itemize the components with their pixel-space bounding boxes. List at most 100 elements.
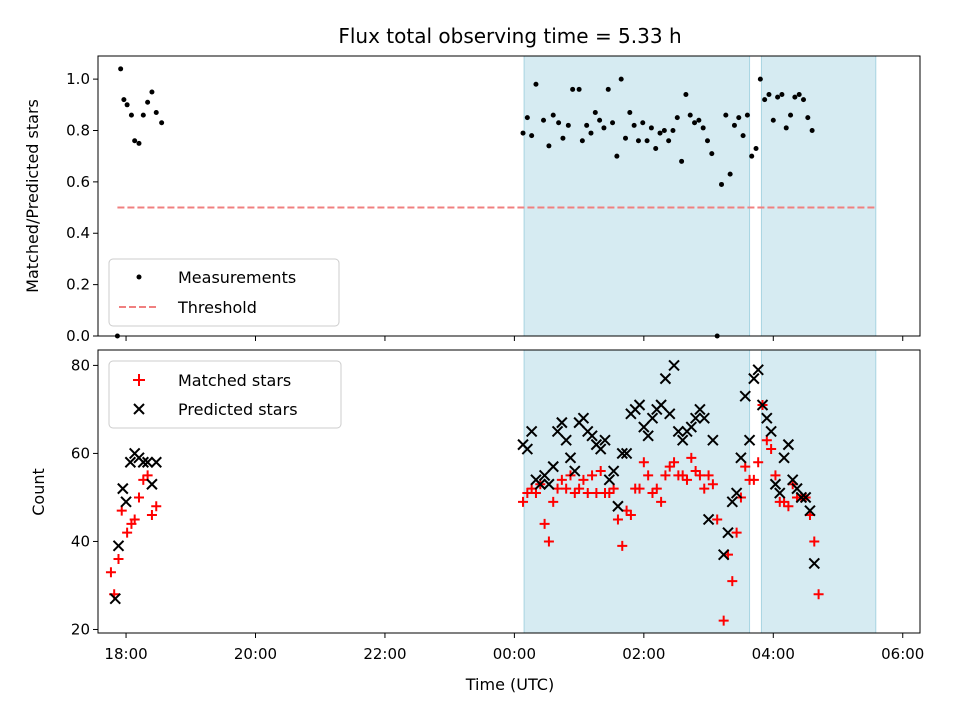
counts-y-axis-label: Count [29, 468, 48, 516]
predicted-point [586, 430, 598, 442]
measurement-point [770, 117, 776, 123]
predicted-point [534, 478, 546, 490]
measurement-point [579, 138, 585, 144]
measurement-point [159, 120, 165, 126]
matched-point [591, 488, 602, 499]
measurement-point [809, 127, 815, 133]
measurement-point [618, 76, 624, 82]
observing-window-0 [523, 349, 751, 634]
y-tick-label: 40 [71, 532, 90, 550]
measurement-point [533, 81, 539, 87]
measurement-point [550, 112, 556, 118]
y-tick-label: 0.2 [66, 276, 90, 294]
predicted-point [594, 443, 607, 455]
predicted-point [769, 478, 782, 490]
predicted-point [141, 456, 154, 468]
matched-point [753, 457, 764, 468]
legend-predicted-marker [133, 403, 145, 415]
matched-point [574, 483, 585, 494]
matched-point [151, 501, 162, 512]
matched-point [612, 514, 623, 525]
predicted-point [698, 412, 710, 424]
measurement-point [692, 120, 698, 126]
predicted-point [633, 399, 646, 411]
matched-point [556, 474, 567, 485]
predicted-point [560, 434, 572, 446]
measurement-point [648, 125, 654, 131]
measurement-point [709, 151, 715, 157]
measurement-point [792, 94, 798, 100]
matched-point [122, 527, 133, 538]
predicted-point [525, 425, 538, 438]
matched-point [694, 470, 705, 481]
matched-point [731, 527, 742, 538]
matched-point [595, 466, 606, 477]
legend-threshold-label: Threshold [177, 298, 257, 317]
x-tick-label: 02:00 [622, 645, 665, 663]
predicted-point [642, 430, 654, 442]
measurement-point [153, 110, 159, 116]
predicted-point [112, 540, 125, 552]
matched-point [809, 536, 820, 547]
matched-point [578, 474, 589, 485]
predicted-point [551, 425, 564, 438]
measurement-point [766, 92, 772, 98]
legend-measurements-label: Measurements [178, 268, 296, 287]
x-tick-label: 18:00 [104, 645, 147, 663]
measurement-point [597, 117, 603, 123]
legend-matched-marker [133, 374, 145, 386]
chart-title: Flux total observing time = 5.33 h [338, 24, 681, 48]
matched-point [643, 470, 654, 481]
predicted-point [556, 416, 568, 429]
predicted-point [787, 474, 799, 486]
predicted-point [685, 421, 698, 433]
matched-point [813, 589, 824, 600]
measurement-point [631, 122, 637, 128]
matched-point [770, 470, 781, 481]
matched-point [681, 474, 692, 485]
matched-point [113, 554, 124, 565]
matched-point [748, 474, 759, 485]
measurement-point [136, 140, 142, 146]
measurement-point [749, 153, 755, 159]
matched-point [686, 452, 697, 463]
matched-point [582, 488, 593, 499]
measurement-point [614, 153, 620, 159]
matched-point [707, 479, 718, 490]
predicted-point [150, 456, 162, 468]
matched-point [703, 470, 714, 481]
measurement-point [140, 112, 146, 118]
predicted-point [659, 372, 672, 385]
predicted-point [564, 452, 577, 464]
predicted-point [569, 465, 581, 477]
predicted-point [603, 474, 616, 486]
predicted-point [124, 456, 137, 468]
measurement-point [657, 130, 663, 136]
predicted-point [120, 496, 132, 508]
measurement-point [565, 122, 571, 128]
matched-point [105, 567, 116, 578]
counts-legend: Matched stars Predicted stars [108, 360, 342, 429]
predicted-point [808, 557, 820, 570]
measurement-point [670, 127, 676, 133]
x-tick-label: 04:00 [752, 645, 795, 663]
measurement-point [775, 94, 781, 100]
predicted-point [756, 399, 769, 411]
measurement-point [800, 97, 806, 103]
predicted-point [607, 465, 620, 477]
measurement-point [757, 76, 763, 82]
measurement-point [588, 130, 594, 136]
predicted-point [521, 443, 534, 455]
matched-point [539, 518, 550, 529]
observing-window-0 [523, 55, 751, 337]
predicted-point [743, 434, 756, 446]
matched-point [543, 536, 554, 547]
matched-point [718, 615, 729, 626]
matched-point [133, 492, 144, 503]
matched-point [638, 457, 649, 468]
y-tick-label: 0.4 [66, 224, 90, 242]
predicted-point [655, 399, 667, 411]
predicted-point [676, 434, 689, 446]
legend-predicted-label: Predicted stars [178, 400, 298, 419]
